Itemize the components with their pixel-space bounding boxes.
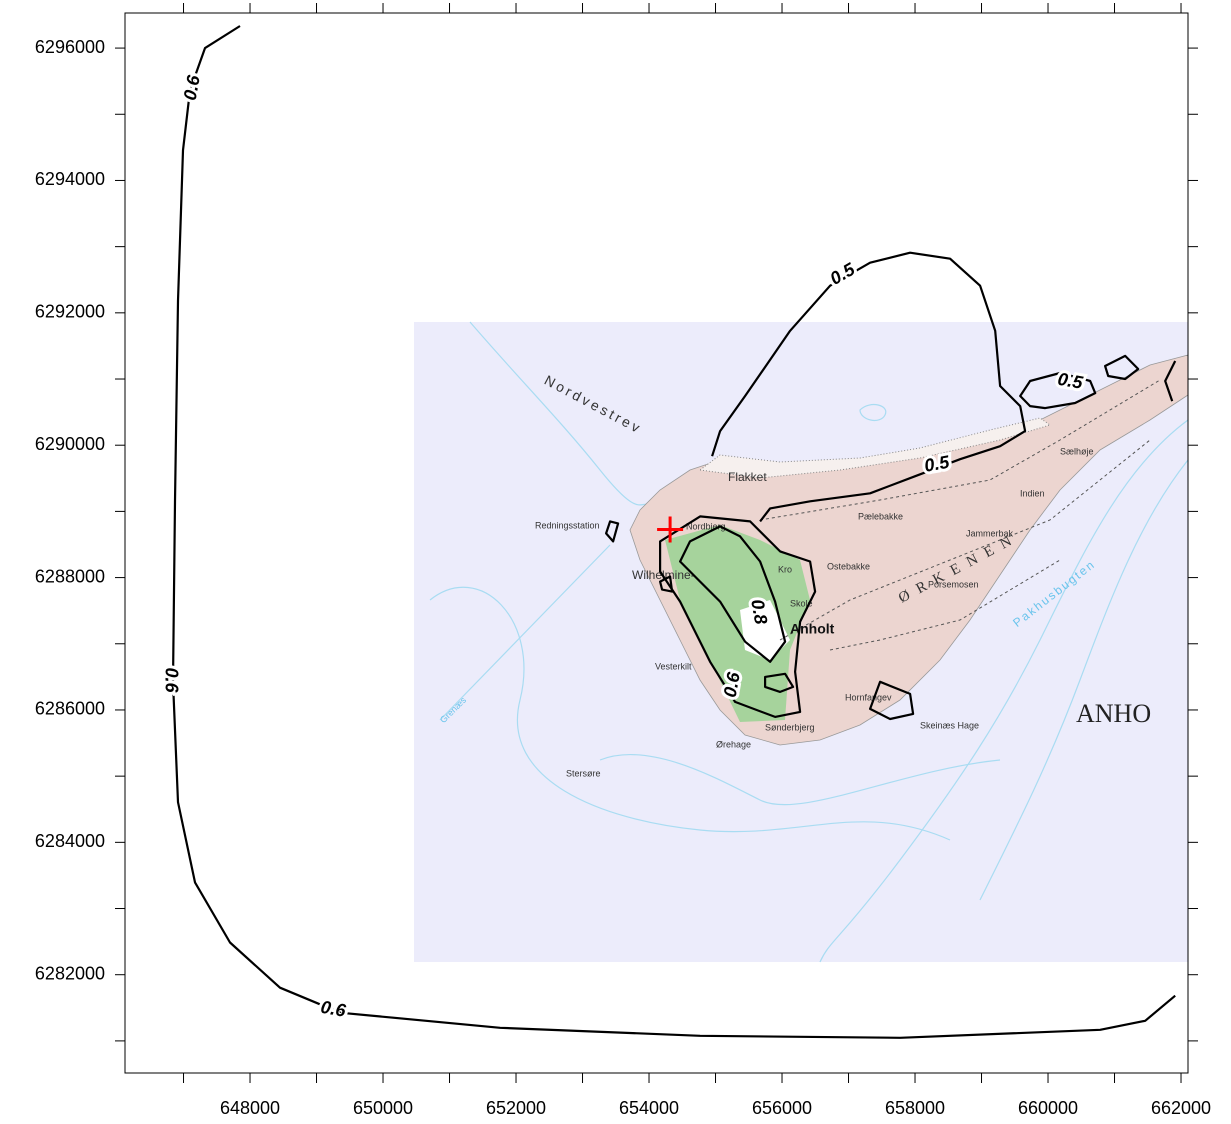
map-label: Ostebakke bbox=[827, 561, 870, 571]
map-label: Sønderbjerg bbox=[765, 722, 815, 732]
map-label: Redningsstation bbox=[535, 520, 600, 530]
x-tick-label: 660000 bbox=[1018, 1098, 1078, 1118]
map-label: Skeinæs Hage bbox=[920, 720, 979, 730]
x-tick-label: 658000 bbox=[885, 1098, 945, 1118]
y-tick-label: 6296000 bbox=[35, 37, 105, 57]
y-tick-label: 6284000 bbox=[35, 831, 105, 851]
x-tick-label: 662000 bbox=[1151, 1098, 1211, 1118]
map-label: Indien bbox=[1020, 488, 1045, 498]
contour-label: 0.6 bbox=[319, 997, 348, 1021]
y-tick-label: 6288000 bbox=[35, 566, 105, 586]
map-chart: Nordvestrev Flakket Redningsstation Nord… bbox=[0, 0, 1231, 1124]
contour-label: 0.8 bbox=[747, 598, 771, 626]
y-tick-label: 6290000 bbox=[35, 434, 105, 454]
map-label: ANHO bbox=[1076, 699, 1151, 728]
map-label: Sælhøje bbox=[1060, 446, 1094, 456]
x-tick-label: 650000 bbox=[353, 1098, 413, 1118]
contour-label: 0.6 bbox=[161, 667, 181, 693]
map-label: Stersøre bbox=[566, 768, 601, 778]
map-label: Jammerbak bbox=[966, 528, 1014, 538]
x-tick-label: 652000 bbox=[486, 1098, 546, 1118]
y-tick-label: 6294000 bbox=[35, 169, 105, 189]
y-tick-label: 6292000 bbox=[35, 302, 105, 322]
map-label: Flakket bbox=[728, 470, 767, 484]
x-tick-label: 648000 bbox=[220, 1098, 280, 1118]
y-tick-label: 6286000 bbox=[35, 699, 105, 719]
x-tick-label: 656000 bbox=[752, 1098, 812, 1118]
map-label: Pælebakke bbox=[858, 511, 903, 521]
y-tick-label: 6282000 bbox=[35, 963, 105, 983]
map-label: Kro bbox=[778, 564, 792, 574]
map-label: Ørehage bbox=[716, 739, 751, 749]
map-label: Porsemosen bbox=[928, 579, 979, 589]
map-label: Vesterkilt bbox=[655, 661, 692, 671]
contour-label: 0.6 bbox=[180, 73, 204, 102]
map-label: Anholt bbox=[790, 621, 835, 637]
map-label: Hornfangev bbox=[845, 692, 892, 702]
x-tick-label: 654000 bbox=[619, 1098, 679, 1118]
